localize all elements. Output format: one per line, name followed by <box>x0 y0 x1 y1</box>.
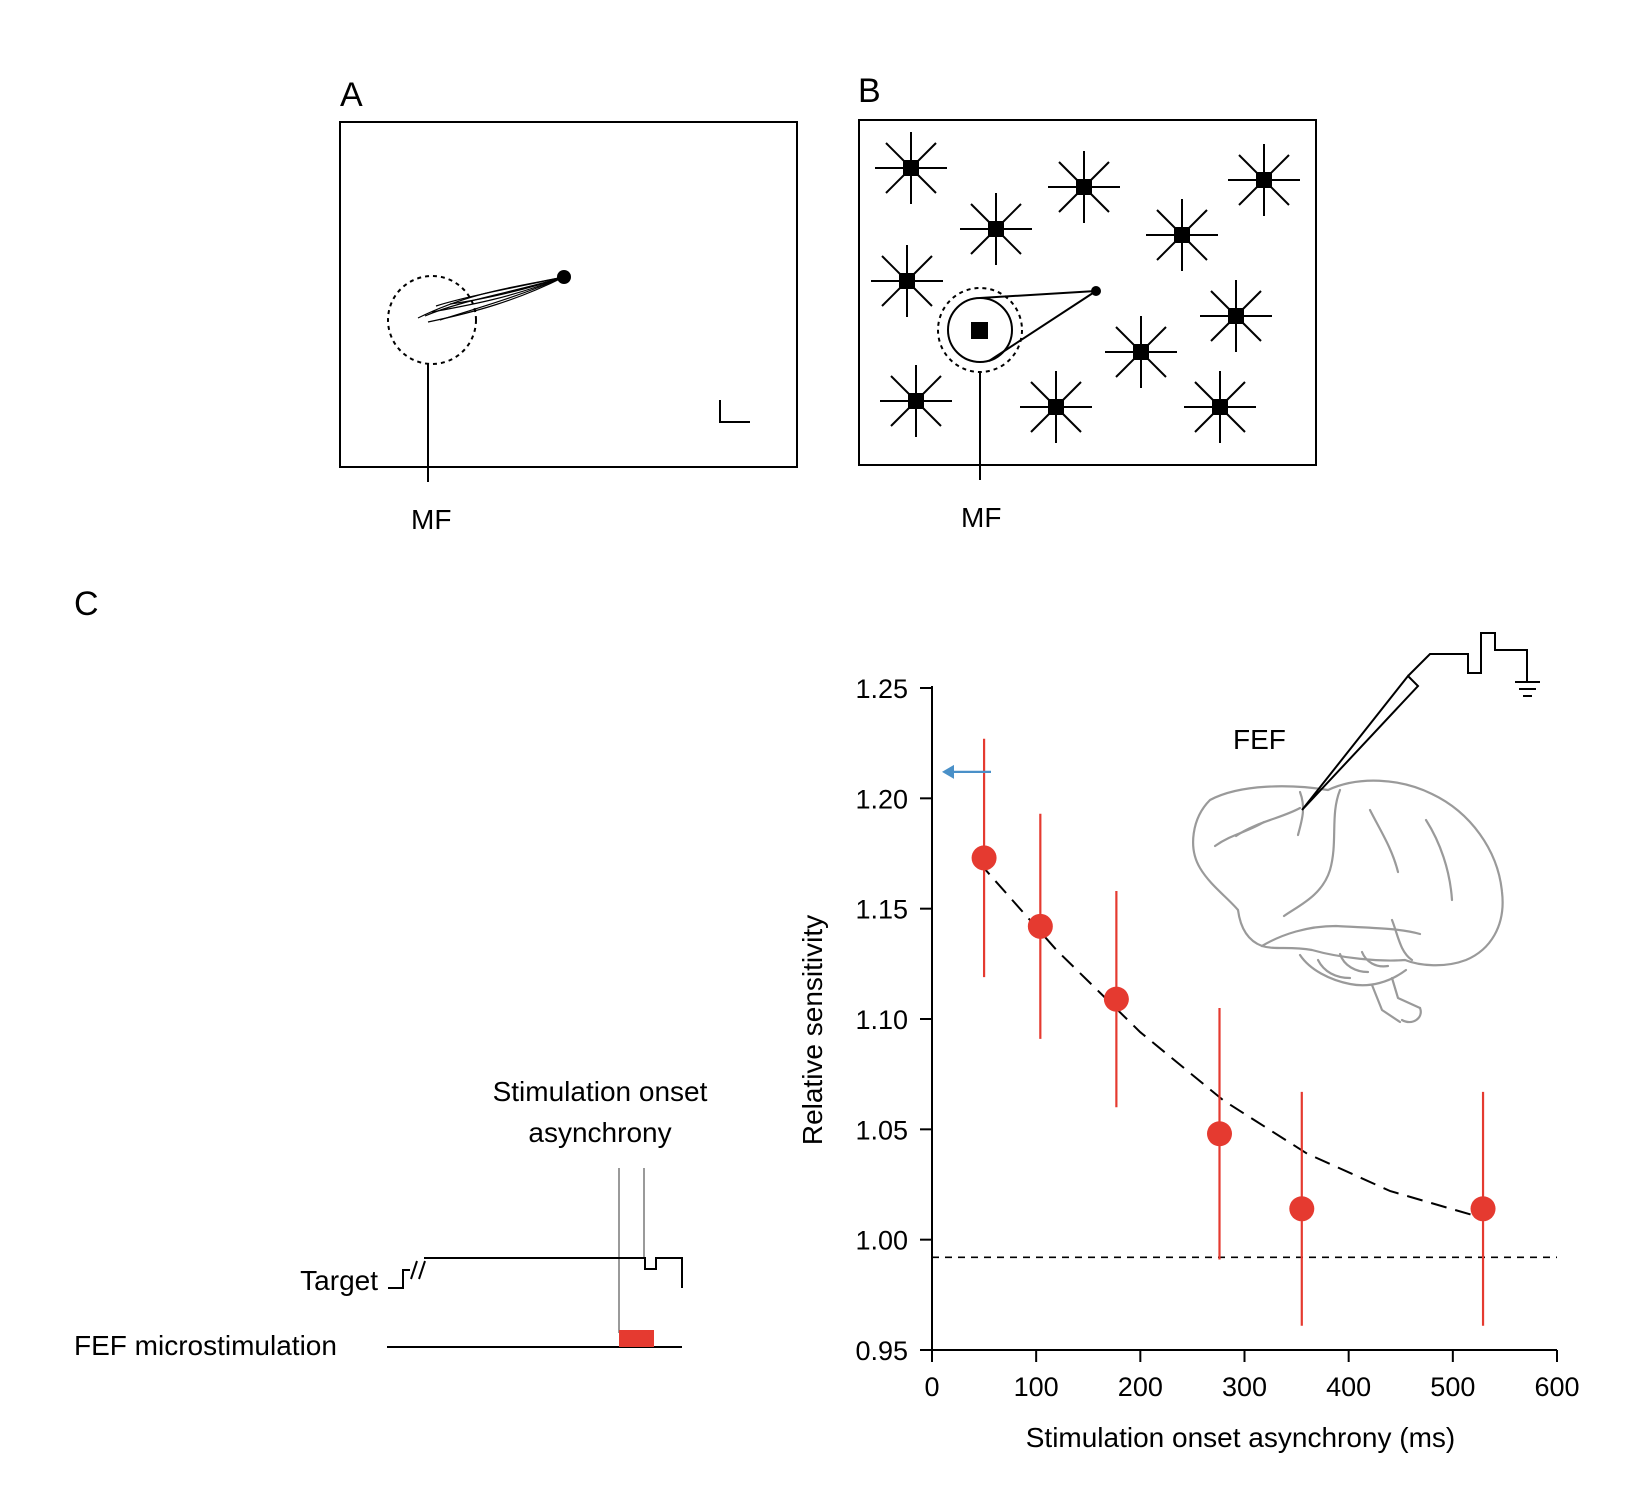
panel-a-letter: A <box>340 76 363 114</box>
data-point <box>1103 986 1129 1012</box>
distractor <box>874 131 948 205</box>
x-tick-label: 0 <box>924 1372 939 1402</box>
fixation-point <box>557 270 571 284</box>
target-trace <box>424 1257 683 1288</box>
stim-pulse <box>619 1330 654 1347</box>
x-tick-label: 600 <box>1534 1372 1579 1402</box>
reference-arrow-head <box>942 764 954 779</box>
panel-b: B MF <box>858 72 1317 533</box>
sensitivity-chart: 0.95 1.00 1.05 1.10 1.15 1.20 1.25 0 100 200 300 40… <box>797 674 1580 1453</box>
data-point <box>1470 1196 1496 1222</box>
distractor <box>879 364 953 438</box>
mf-label-b: MF <box>961 502 1001 533</box>
panel-b-letter: B <box>858 72 881 110</box>
electrode-icon <box>1301 632 1540 811</box>
panel-a-frame <box>339 121 798 468</box>
mf-label-a: MF <box>411 504 451 535</box>
y-tick-label: 1.00 <box>855 1226 908 1256</box>
time-break-icon <box>410 1260 426 1280</box>
saccade-trajectories <box>417 276 565 323</box>
distractor <box>1183 370 1257 444</box>
x-tick-label: 100 <box>1014 1372 1059 1402</box>
distractor <box>1227 143 1301 217</box>
panel-a: A MF <box>339 76 798 535</box>
distractor <box>1104 315 1178 389</box>
panel-b-frame <box>858 119 1317 466</box>
distractor <box>1047 150 1121 224</box>
data-point <box>1289 1196 1315 1222</box>
target-trace <box>388 1269 410 1289</box>
brain-icon <box>1192 779 1504 1024</box>
y-tick-label: 1.05 <box>855 1115 908 1145</box>
distractor <box>1199 279 1273 353</box>
x-tick-label: 500 <box>1430 1372 1475 1402</box>
y-tick-label: 1.10 <box>855 1005 908 1035</box>
movement-field-circle <box>387 275 477 365</box>
zoom-line <box>988 290 1097 362</box>
y-tick-label: 1.25 <box>855 674 908 704</box>
soa-label-line1: Stimulation onset <box>493 1076 708 1107</box>
distractor <box>959 192 1033 266</box>
data-point <box>1207 1121 1232 1147</box>
scale-bar <box>719 400 750 423</box>
timing-diagram: Stimulation onset asynchrony Target FEF … <box>74 1076 708 1361</box>
zoom-line <box>979 290 1097 299</box>
soa-label-line2: asynchrony <box>528 1117 671 1148</box>
stim-label: FEF microstimulation <box>74 1330 337 1361</box>
distractor <box>870 244 944 318</box>
fef-label: FEF <box>1233 724 1286 755</box>
x-tick-label: 200 <box>1118 1372 1163 1402</box>
y-axis-title: Relative sensitivity <box>797 915 828 1145</box>
y-tick-label: 1.20 <box>855 784 908 814</box>
x-tick-label: 400 <box>1326 1372 1371 1402</box>
data-point <box>1027 913 1053 939</box>
data-point <box>971 845 997 871</box>
x-axis-title: Stimulation onset asynchrony (ms) <box>1026 1422 1456 1453</box>
distractor <box>1145 198 1219 272</box>
x-tick-label: 300 <box>1222 1372 1267 1402</box>
target-square <box>971 322 988 339</box>
panel-c-letter: C <box>74 585 99 623</box>
fit-curve <box>978 861 1474 1217</box>
y-tick-label: 1.15 <box>855 895 908 925</box>
distractor <box>1019 370 1093 444</box>
distractor-array <box>870 131 1301 444</box>
fixation-point <box>1091 286 1101 296</box>
y-tick-label: 0.95 <box>855 1336 908 1366</box>
brain-illustration: FEF <box>1192 632 1540 1024</box>
target-label: Target <box>300 1265 378 1296</box>
